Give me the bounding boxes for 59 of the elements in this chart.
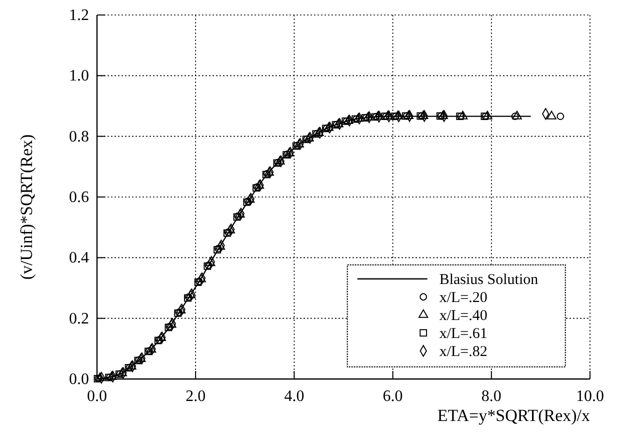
point — [146, 344, 156, 353]
point — [418, 110, 428, 120]
point — [512, 110, 522, 120]
point — [235, 209, 245, 218]
point — [156, 332, 166, 342]
point — [264, 167, 274, 176]
point — [215, 241, 226, 250]
point — [176, 304, 186, 314]
point — [314, 127, 324, 136]
point — [136, 353, 146, 362]
point — [196, 274, 206, 282]
point — [404, 110, 414, 120]
point — [166, 319, 176, 328]
legend-label: x/L=.40 — [439, 308, 488, 324]
y-tick-label: 1.2 — [69, 7, 89, 24]
point — [383, 110, 393, 120]
point — [284, 148, 294, 156]
point — [458, 110, 468, 120]
x-tick-label: 10.0 — [576, 388, 604, 405]
point — [225, 224, 235, 234]
x-tick-label: 8.0 — [481, 388, 502, 405]
point — [353, 113, 364, 122]
y-tick-label: 1.0 — [69, 68, 89, 85]
point — [546, 110, 556, 120]
y-tick-label: 0.0 — [69, 371, 89, 388]
y-tick-label: 0.4 — [69, 250, 89, 267]
point — [334, 118, 344, 128]
legend-label: x/L=.61 — [439, 326, 488, 342]
y-tick-label: 0.6 — [69, 189, 89, 206]
point — [373, 111, 383, 120]
point — [344, 115, 354, 124]
point — [95, 372, 105, 382]
point — [482, 110, 492, 120]
point — [244, 194, 255, 203]
x-tick-label: 6.0 — [382, 388, 403, 405]
point — [392, 110, 403, 120]
point — [117, 368, 127, 376]
y-tick-label: 0.8 — [69, 128, 89, 146]
x-tick-label: 4.0 — [284, 388, 304, 405]
point — [304, 132, 314, 142]
x-tick-label: 2.0 — [186, 388, 206, 405]
point — [438, 110, 448, 120]
legend-label: x/L=.82 — [439, 344, 488, 360]
x-tick-label: 0.0 — [87, 388, 107, 405]
point — [294, 139, 304, 148]
point — [254, 180, 264, 189]
point — [363, 112, 373, 121]
point — [126, 361, 136, 370]
point — [186, 290, 196, 298]
point — [511, 112, 519, 120]
point — [275, 156, 285, 165]
legend-label: x/L=.20 — [439, 290, 488, 306]
legend-label: Blasius Solution — [439, 272, 539, 288]
x-axis-title: ETA=y*SQRT(Rex)/x — [437, 406, 590, 425]
point — [324, 122, 334, 131]
y-tick-label: 0.2 — [69, 310, 89, 328]
point — [206, 258, 216, 266]
y-axis-title: (v/Uinf)*SQRT(Rex) — [17, 134, 36, 280]
point — [556, 112, 564, 120]
